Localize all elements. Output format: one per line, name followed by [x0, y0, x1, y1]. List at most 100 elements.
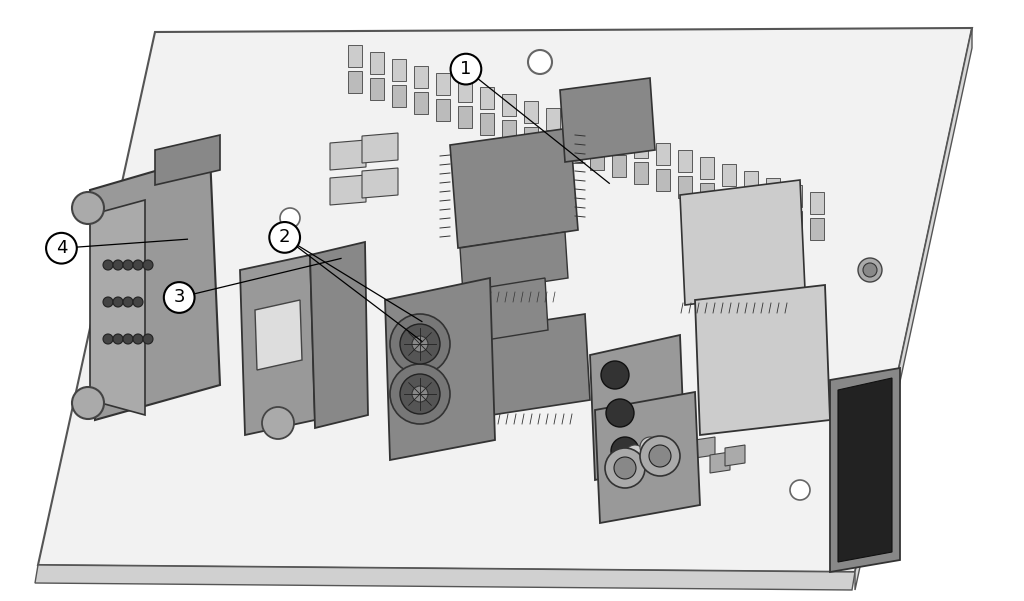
- Polygon shape: [788, 185, 802, 207]
- Circle shape: [123, 260, 133, 270]
- Polygon shape: [392, 85, 406, 107]
- Circle shape: [640, 436, 680, 476]
- Polygon shape: [240, 255, 315, 435]
- Circle shape: [113, 334, 123, 344]
- Circle shape: [103, 260, 113, 270]
- Circle shape: [262, 407, 294, 439]
- Circle shape: [528, 50, 552, 74]
- Polygon shape: [546, 108, 560, 130]
- Circle shape: [123, 334, 133, 344]
- Circle shape: [72, 387, 104, 419]
- Circle shape: [46, 233, 77, 264]
- Circle shape: [412, 336, 428, 352]
- Polygon shape: [414, 66, 428, 88]
- Circle shape: [269, 222, 300, 253]
- Polygon shape: [310, 242, 368, 428]
- Circle shape: [103, 297, 113, 307]
- Polygon shape: [838, 378, 892, 562]
- Polygon shape: [710, 452, 730, 473]
- Polygon shape: [722, 164, 736, 186]
- Circle shape: [858, 258, 882, 282]
- Polygon shape: [330, 140, 366, 170]
- Polygon shape: [744, 171, 758, 193]
- Polygon shape: [155, 135, 220, 185]
- Polygon shape: [695, 437, 715, 458]
- Polygon shape: [90, 155, 220, 420]
- Polygon shape: [810, 218, 824, 240]
- Polygon shape: [460, 232, 568, 294]
- Polygon shape: [348, 45, 362, 67]
- Polygon shape: [766, 178, 780, 200]
- Circle shape: [390, 364, 450, 424]
- Polygon shape: [502, 94, 516, 116]
- Polygon shape: [348, 71, 362, 93]
- Polygon shape: [524, 127, 538, 149]
- Polygon shape: [440, 278, 548, 347]
- Polygon shape: [766, 204, 780, 226]
- Polygon shape: [612, 155, 626, 177]
- Polygon shape: [700, 157, 714, 179]
- Circle shape: [649, 445, 671, 467]
- Circle shape: [863, 263, 877, 277]
- Polygon shape: [568, 115, 582, 137]
- Polygon shape: [612, 129, 626, 151]
- Circle shape: [601, 361, 629, 389]
- Circle shape: [400, 324, 440, 364]
- Text: 4: 4: [55, 239, 68, 257]
- Circle shape: [143, 334, 153, 344]
- Circle shape: [605, 448, 645, 488]
- Polygon shape: [524, 101, 538, 123]
- Circle shape: [164, 282, 195, 313]
- Polygon shape: [450, 128, 578, 248]
- Polygon shape: [590, 122, 604, 144]
- Polygon shape: [385, 278, 495, 460]
- Polygon shape: [590, 335, 685, 480]
- Polygon shape: [830, 368, 900, 572]
- Circle shape: [451, 53, 481, 85]
- Circle shape: [606, 399, 634, 427]
- Circle shape: [412, 386, 428, 402]
- Polygon shape: [480, 314, 590, 416]
- Polygon shape: [590, 148, 604, 170]
- Polygon shape: [788, 211, 802, 233]
- Polygon shape: [414, 92, 428, 114]
- Circle shape: [790, 480, 810, 500]
- Circle shape: [72, 192, 104, 224]
- Circle shape: [133, 260, 143, 270]
- Polygon shape: [35, 565, 855, 590]
- Polygon shape: [695, 285, 830, 435]
- Polygon shape: [595, 392, 700, 523]
- Polygon shape: [392, 59, 406, 81]
- Text: 2: 2: [279, 228, 291, 246]
- Polygon shape: [700, 183, 714, 205]
- Polygon shape: [744, 197, 758, 219]
- Polygon shape: [725, 445, 745, 466]
- Polygon shape: [678, 176, 692, 198]
- Polygon shape: [330, 175, 366, 205]
- Text: 1: 1: [460, 60, 472, 78]
- Circle shape: [133, 334, 143, 344]
- Polygon shape: [634, 162, 648, 184]
- Polygon shape: [90, 200, 145, 415]
- Polygon shape: [480, 87, 494, 109]
- Circle shape: [614, 457, 636, 479]
- Polygon shape: [362, 168, 398, 198]
- Circle shape: [280, 208, 300, 228]
- Polygon shape: [656, 169, 670, 191]
- Polygon shape: [436, 99, 450, 121]
- Polygon shape: [502, 120, 516, 142]
- Polygon shape: [680, 180, 805, 305]
- Circle shape: [400, 374, 440, 414]
- Polygon shape: [458, 106, 472, 128]
- Polygon shape: [568, 141, 582, 163]
- Polygon shape: [458, 80, 472, 102]
- Circle shape: [113, 260, 123, 270]
- Polygon shape: [678, 150, 692, 172]
- Circle shape: [123, 297, 133, 307]
- Circle shape: [103, 334, 113, 344]
- Circle shape: [625, 445, 645, 465]
- Polygon shape: [480, 113, 494, 135]
- Polygon shape: [546, 134, 560, 156]
- Polygon shape: [722, 190, 736, 212]
- Polygon shape: [634, 136, 648, 158]
